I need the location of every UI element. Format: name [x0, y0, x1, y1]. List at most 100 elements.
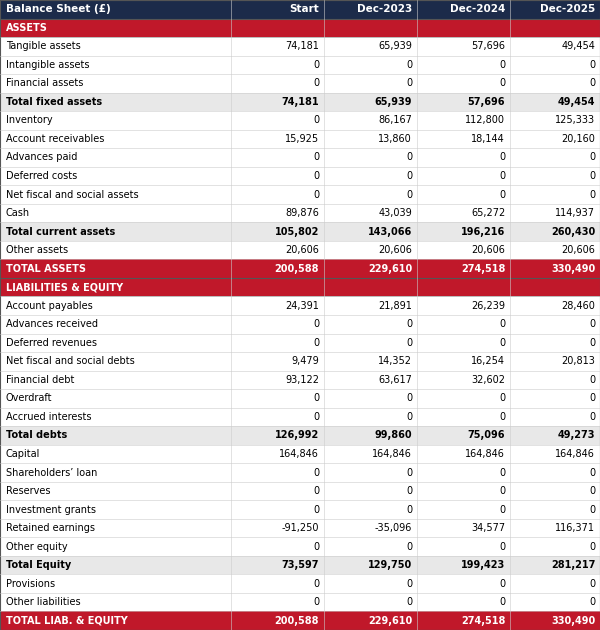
Text: 26,239: 26,239	[471, 301, 505, 311]
Bar	[510, 241, 600, 260]
Bar	[417, 575, 510, 593]
Text: Net fiscal and social assets: Net fiscal and social assets	[6, 190, 139, 200]
Bar	[0, 74, 231, 93]
Bar	[324, 445, 417, 463]
Bar	[0, 37, 231, 55]
Text: Other equity: Other equity	[6, 542, 68, 552]
Bar	[510, 575, 600, 593]
Text: 274,518: 274,518	[461, 264, 505, 273]
Text: 0: 0	[499, 542, 505, 552]
Text: 0: 0	[313, 412, 319, 422]
Bar	[417, 389, 510, 408]
Bar	[0, 408, 231, 426]
Text: 15,925: 15,925	[285, 134, 319, 144]
Bar	[417, 55, 510, 74]
Text: 0: 0	[313, 579, 319, 588]
Bar	[231, 130, 324, 148]
Text: 0: 0	[589, 171, 595, 181]
Text: Financial debt: Financial debt	[6, 375, 74, 385]
Text: 125,333: 125,333	[555, 115, 595, 125]
Text: 43,039: 43,039	[379, 208, 412, 218]
Bar	[0, 167, 231, 185]
Text: 49,454: 49,454	[562, 42, 595, 51]
Text: 16,254: 16,254	[471, 357, 505, 366]
Bar	[231, 500, 324, 519]
Bar	[510, 500, 600, 519]
Text: ASSETS: ASSETS	[6, 23, 48, 33]
Bar	[417, 593, 510, 612]
Text: 73,597: 73,597	[282, 560, 319, 570]
Text: 274,518: 274,518	[461, 616, 505, 626]
Bar	[510, 370, 600, 389]
Text: Financial assets: Financial assets	[6, 78, 83, 88]
Bar	[417, 148, 510, 167]
Text: 0: 0	[313, 505, 319, 515]
Text: 199,423: 199,423	[461, 560, 505, 570]
Text: Total debts: Total debts	[6, 430, 67, 440]
Text: 0: 0	[406, 579, 412, 588]
Text: Reserves: Reserves	[6, 486, 50, 496]
Text: 0: 0	[313, 393, 319, 403]
Bar	[417, 333, 510, 352]
Bar	[417, 130, 510, 148]
Bar	[0, 204, 231, 222]
Text: 20,606: 20,606	[562, 245, 595, 255]
Text: 0: 0	[589, 579, 595, 588]
Text: 0: 0	[406, 542, 412, 552]
Bar	[0, 0, 231, 18]
Text: 74,181: 74,181	[281, 97, 319, 107]
Bar	[0, 18, 231, 37]
Text: 28,460: 28,460	[562, 301, 595, 311]
Bar	[0, 352, 231, 370]
Bar	[0, 445, 231, 463]
Text: 0: 0	[499, 505, 505, 515]
Bar	[417, 445, 510, 463]
Bar	[417, 185, 510, 204]
Text: Net fiscal and social debts: Net fiscal and social debts	[6, 357, 135, 366]
Text: 0: 0	[313, 467, 319, 478]
Text: 0: 0	[499, 171, 505, 181]
Bar	[510, 315, 600, 333]
Bar	[0, 222, 231, 241]
Text: 114,937: 114,937	[555, 208, 595, 218]
Bar	[510, 260, 600, 278]
Text: 0: 0	[406, 412, 412, 422]
Text: 89,876: 89,876	[286, 208, 319, 218]
Bar	[324, 463, 417, 482]
Bar	[324, 408, 417, 426]
Text: 200,588: 200,588	[275, 264, 319, 273]
Bar	[0, 148, 231, 167]
Text: 0: 0	[589, 190, 595, 200]
Text: 0: 0	[499, 60, 505, 70]
Text: 164,846: 164,846	[556, 449, 595, 459]
Bar	[0, 389, 231, 408]
Bar	[0, 93, 231, 111]
Bar	[231, 278, 324, 297]
Bar	[510, 408, 600, 426]
Text: 116,371: 116,371	[555, 523, 595, 533]
Text: 0: 0	[589, 393, 595, 403]
Bar	[0, 111, 231, 130]
Text: 0: 0	[406, 171, 412, 181]
Bar	[510, 185, 600, 204]
Bar	[0, 519, 231, 537]
Bar	[231, 575, 324, 593]
Bar	[231, 463, 324, 482]
Bar	[417, 241, 510, 260]
Text: Account payables: Account payables	[6, 301, 93, 311]
Bar	[0, 278, 231, 297]
Bar	[0, 426, 231, 445]
Text: 105,802: 105,802	[275, 227, 319, 237]
Text: 49,273: 49,273	[558, 430, 595, 440]
Bar	[0, 333, 231, 352]
Bar	[324, 93, 417, 111]
Bar	[0, 260, 231, 278]
Bar	[417, 74, 510, 93]
Bar	[510, 519, 600, 537]
Text: 24,391: 24,391	[286, 301, 319, 311]
Bar	[324, 556, 417, 575]
Bar	[0, 575, 231, 593]
Text: 20,813: 20,813	[562, 357, 595, 366]
Text: 281,217: 281,217	[551, 560, 595, 570]
Text: -91,250: -91,250	[282, 523, 319, 533]
